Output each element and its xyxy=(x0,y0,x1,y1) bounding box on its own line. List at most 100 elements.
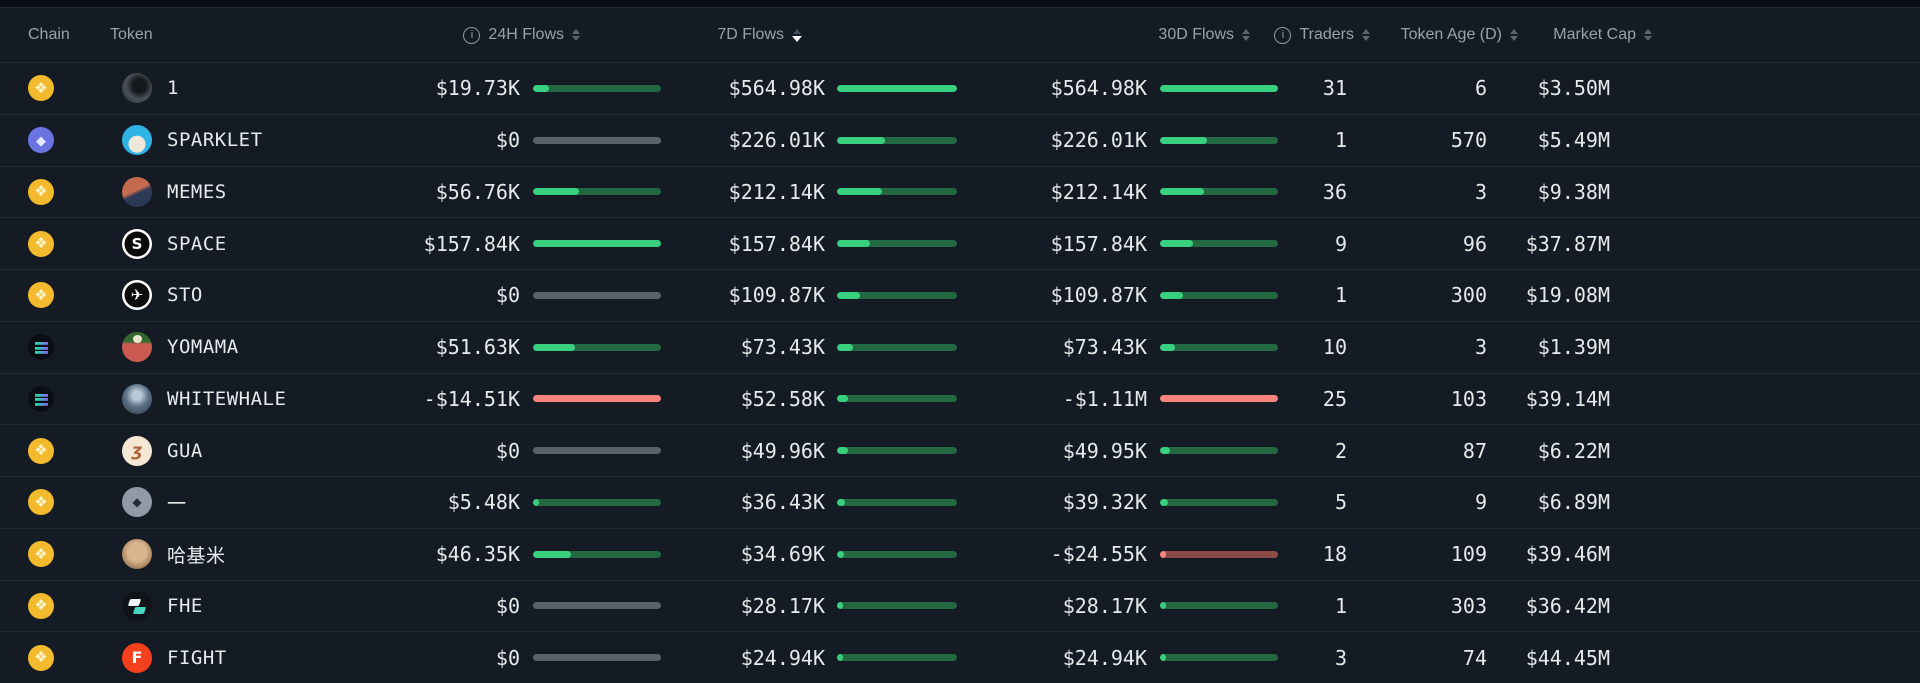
sort-icon[interactable] xyxy=(1644,29,1652,41)
col-header-label: 30D Flows xyxy=(1158,26,1234,43)
traders-value: 1 xyxy=(1334,593,1347,618)
market-cap-value: $19.08M xyxy=(1525,283,1610,308)
table-row[interactable]: WHITEWHALE -$14.51K $52.58K -$1.11M 25 1… xyxy=(0,372,1920,425)
sort-desc-icon[interactable] xyxy=(792,28,802,42)
bnb-chain-icon xyxy=(28,644,54,671)
flows-24h-bar xyxy=(533,291,661,299)
table-row[interactable]: SPARKLET $0 $226.01K $226.01K 1 570 $5.4… xyxy=(0,113,1920,166)
market-cap-value: $3.50M xyxy=(1537,76,1610,101)
fight-token-avatar: F xyxy=(122,642,152,673)
col-header-30d-flows[interactable]: 30D Flows xyxy=(957,26,1278,44)
flows-7d-value: $109.87K xyxy=(728,283,825,308)
bnb-chain-icon xyxy=(28,489,54,516)
dash-token-avatar: ◆ xyxy=(122,487,152,518)
table-row[interactable]: ◆ 一 $5.48K $36.43K $39.32K 5 9 $6.89M xyxy=(0,476,1920,528)
fhe-token-avatar xyxy=(122,590,152,621)
flows-30d-bar xyxy=(1160,291,1278,299)
flows-7d-value: $36.43K xyxy=(740,490,825,515)
flows-24h-bar xyxy=(533,395,661,403)
info-icon: i xyxy=(1274,26,1292,44)
flows-24h-bar xyxy=(533,602,661,610)
table-row[interactable]: 哈基米 $46.35K $34.69K -$24.55K 18 109 $39.… xyxy=(0,527,1920,580)
sort-icon[interactable] xyxy=(1242,29,1250,41)
bnb-chain-icon xyxy=(28,75,54,102)
flows-24h-value: $0 xyxy=(495,128,520,153)
flows-30d-value: $226.01K xyxy=(1050,128,1147,153)
table-row[interactable]: MEMES $56.76K $212.14K $212.14K 36 3 $9.… xyxy=(0,165,1920,218)
flows-30d-value: -$24.55K xyxy=(1050,542,1147,567)
flows-30d-bar xyxy=(1160,84,1278,92)
eth-chain-icon xyxy=(28,127,54,154)
flows-7d-value: $212.14K xyxy=(728,179,825,204)
flows-24h-bar xyxy=(533,654,661,662)
flows-7d-value: $73.43K xyxy=(740,335,825,360)
flows-24h-value: $0 xyxy=(495,438,520,463)
col-header-chain: Chain xyxy=(0,26,110,44)
token-age-value: 87 xyxy=(1462,438,1487,463)
flows-24h-value: $0 xyxy=(495,283,520,308)
flows-7d-bar xyxy=(837,447,957,455)
top-divider xyxy=(0,0,1920,8)
token-name: FHE xyxy=(167,594,203,617)
sort-icon[interactable] xyxy=(572,29,580,41)
flows-7d-bar xyxy=(837,291,957,299)
token-name: 哈基米 xyxy=(167,544,226,567)
flows-30d-value: $24.94K xyxy=(1062,645,1147,670)
flows-24h-value: $5.48K xyxy=(447,490,520,515)
table-row[interactable]: S SPACE $157.84K $157.84K $157.84K 9 96 … xyxy=(0,217,1920,269)
market-cap-value: $9.38M xyxy=(1537,179,1610,204)
gua-token-avatar: ʒ xyxy=(122,435,152,466)
flows-30d-value: $39.32K xyxy=(1062,490,1147,515)
flows-7d-bar xyxy=(837,343,957,351)
flows-30d-value: $109.87K xyxy=(1050,283,1147,308)
col-header-label: 24H Flows xyxy=(488,26,564,43)
traders-value: 18 xyxy=(1322,542,1347,567)
token-name: MEMES xyxy=(167,180,227,203)
flows-7d-value: $24.94K xyxy=(740,645,825,670)
trump-token-avatar xyxy=(122,176,152,207)
table-row[interactable]: 1 $19.73K $564.98K $564.98K 31 6 $3.50M xyxy=(0,62,1920,114)
flows-30d-value: $28.17K xyxy=(1062,593,1147,618)
hamster-token-avatar xyxy=(122,539,152,570)
token-name: GUA xyxy=(167,439,203,462)
col-header-traders[interactable]: i Traders xyxy=(1274,26,1370,44)
market-cap-value: $37.87M xyxy=(1525,231,1610,256)
col-header-24h-flows[interactable]: i 24H Flows xyxy=(380,26,661,44)
col-header-label: Chain xyxy=(28,26,70,43)
col-header-label: 7D Flows xyxy=(717,26,784,43)
flows-7d-value: $52.58K xyxy=(740,386,825,411)
flows-24h-bar xyxy=(533,136,661,144)
token-age-value: 3 xyxy=(1474,335,1487,360)
flows-24h-value: $0 xyxy=(495,645,520,670)
col-header-market-cap[interactable]: Market Cap xyxy=(1529,26,1652,44)
token-age-value: 3 xyxy=(1474,179,1487,204)
col-header-token-age[interactable]: Token Age (D) xyxy=(1378,26,1518,44)
flows-24h-value: -$14.51K xyxy=(423,386,520,411)
sort-icon[interactable] xyxy=(1362,29,1370,41)
table-row[interactable]: F FIGHT $0 $24.94K $24.94K 3 74 $44.45M xyxy=(0,631,1920,683)
market-cap-value: $6.22M xyxy=(1537,438,1610,463)
flows-30d-value: $157.84K xyxy=(1050,231,1147,256)
flows-7d-value: $226.01K xyxy=(728,128,825,153)
flows-7d-bar xyxy=(837,602,957,610)
traders-value: 31 xyxy=(1322,76,1347,101)
flows-24h-bar xyxy=(533,240,661,248)
bnb-chain-icon xyxy=(28,230,54,257)
col-header-7d-flows[interactable]: 7D Flows xyxy=(661,26,957,44)
table-row[interactable]: ✈ STO $0 $109.87K $109.87K 1 300 $19.08M xyxy=(0,269,1920,321)
parrot-token-avatar xyxy=(122,332,152,363)
table-row[interactable]: FHE $0 $28.17K $28.17K 1 303 $36.42M xyxy=(0,579,1920,632)
token-age-value: 300 xyxy=(1450,283,1487,308)
sol-chain-icon xyxy=(28,385,54,412)
market-cap-value: $36.42M xyxy=(1525,593,1610,618)
flows-7d-bar xyxy=(837,498,957,506)
token-age-value: 96 xyxy=(1462,231,1487,256)
flows-7d-value: $49.96K xyxy=(740,438,825,463)
table-row[interactable]: ʒ GUA $0 $49.96K $49.95K 2 87 $6.22M xyxy=(0,424,1920,476)
sol-chain-icon xyxy=(28,334,54,361)
col-header-label: Token Age (D) xyxy=(1400,26,1502,43)
sort-icon[interactable] xyxy=(1510,29,1518,41)
traders-value: 1 xyxy=(1334,283,1347,308)
flows-24h-value: $19.73K xyxy=(435,76,520,101)
table-row[interactable]: YOMAMA $51.63K $73.43K $73.43K 10 3 $1.3… xyxy=(0,320,1920,373)
